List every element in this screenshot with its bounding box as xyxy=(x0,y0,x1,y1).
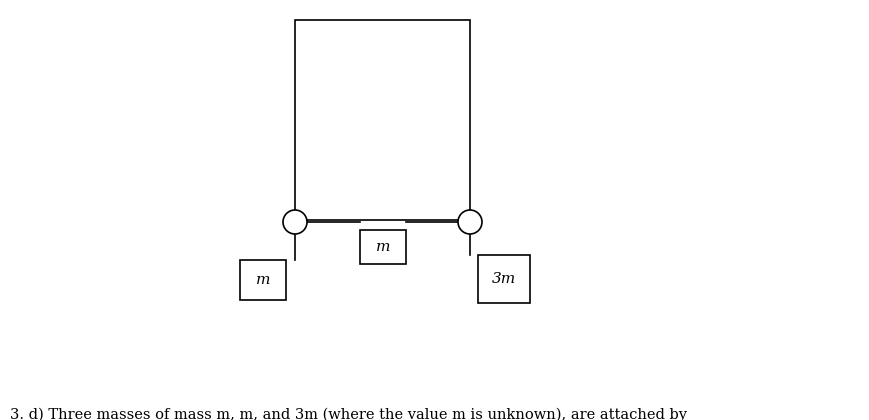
Text: m: m xyxy=(375,240,390,254)
Circle shape xyxy=(283,210,307,234)
Text: 3. d) Three masses of mass m, m, and 3m (where the value m is unknown), are atta: 3. d) Three masses of mass m, m, and 3m … xyxy=(10,408,738,420)
Bar xyxy=(295,20,470,220)
Text: m: m xyxy=(255,273,270,287)
Bar xyxy=(240,260,286,300)
Bar xyxy=(478,255,530,303)
Bar xyxy=(360,230,406,264)
Circle shape xyxy=(458,210,482,234)
Text: 3m: 3m xyxy=(492,272,516,286)
